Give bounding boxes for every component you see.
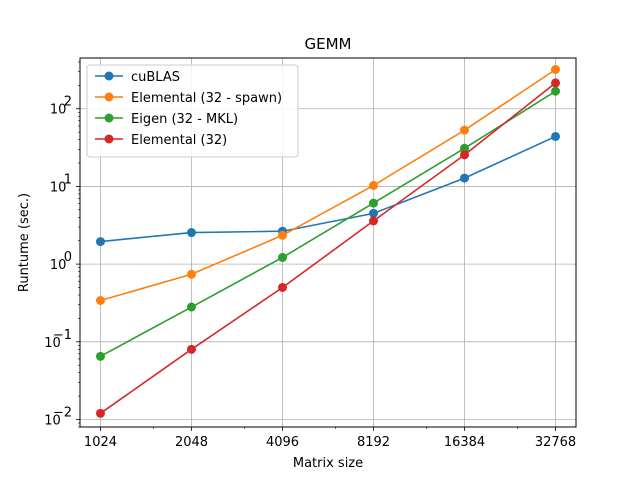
- y-tick-exponent: −2: [53, 405, 72, 420]
- y-tick-base: 10: [44, 413, 61, 428]
- y-tick-exponent: 0: [64, 250, 72, 265]
- x-tick-label: 8192: [357, 435, 390, 450]
- legend-label: Elemental (32 - spawn): [131, 91, 282, 106]
- y-tick-base: 10: [50, 180, 67, 195]
- data-point: [95, 296, 105, 306]
- legend-marker: [104, 134, 114, 144]
- legend-label: Eigen (32 - MKL): [131, 112, 238, 127]
- y-tick-exponent: −1: [53, 328, 72, 343]
- legend-marker: [104, 113, 114, 123]
- data-point: [277, 282, 287, 292]
- legend-marker: [104, 92, 114, 102]
- series-line: [100, 68, 556, 302]
- series-2: [95, 86, 561, 361]
- legend-item: Eigen (32 - MKL): [95, 112, 238, 127]
- data-point: [460, 173, 470, 183]
- data-point: [95, 237, 105, 247]
- plot-frame: [79, 57, 577, 428]
- y-tick-base: 10: [44, 336, 61, 351]
- legend: cuBLAS Elemental (32 - spawn) Eigen (32 - …: [86, 64, 299, 158]
- data-point: [460, 143, 470, 153]
- series-line: [100, 135, 556, 243]
- y-tick-label: −210: [44, 405, 72, 428]
- series-line: [100, 82, 557, 414]
- data-point: [460, 125, 470, 135]
- legend-item: Elemental (32 - spawn): [95, 91, 282, 106]
- series-group: [95, 65, 561, 418]
- y-tick-base: 10: [50, 103, 67, 118]
- chart-title: GEMM: [305, 35, 352, 53]
- y-tick-label: 110: [50, 172, 72, 195]
- data-point: [277, 230, 287, 240]
- x-tick-label: 16384: [444, 435, 485, 450]
- data-point: [186, 228, 196, 238]
- legend-label: Elemental (32): [131, 133, 227, 148]
- y-tick-label: 210: [50, 95, 72, 118]
- series-3: [95, 78, 561, 418]
- y-axis-title: Runtume (sec.): [17, 193, 32, 292]
- series-1: [95, 65, 561, 306]
- series-0: [95, 131, 561, 247]
- axis-ticks: 1024 2048 4096 8192 16384 32768−210−110010110…: [44, 61, 576, 450]
- x-tick-label: 1024: [84, 435, 117, 450]
- series-line: [100, 90, 556, 358]
- x-tick-label: 4096: [266, 435, 299, 450]
- data-point: [551, 86, 561, 96]
- data-point: [186, 269, 196, 279]
- legend-box: [86, 64, 299, 158]
- y-tick-label: 010: [50, 250, 72, 273]
- data-point: [551, 78, 561, 88]
- data-point: [186, 302, 196, 312]
- legend-marker: [104, 71, 114, 81]
- data-point: [369, 208, 379, 218]
- legend-label: cuBLAS: [131, 70, 180, 85]
- legend-item: Elemental (32): [95, 133, 227, 148]
- data-point: [369, 216, 379, 226]
- data-point: [369, 198, 379, 208]
- data-point: [186, 344, 196, 354]
- x-tick-label: 32768: [535, 435, 576, 450]
- data-point: [95, 351, 105, 361]
- x-axis-title: Matrix size: [293, 456, 363, 471]
- y-tick-label: −110: [44, 328, 72, 351]
- x-tick-label: 2048: [175, 435, 208, 450]
- y-tick-exponent: 2: [64, 95, 72, 110]
- y-tick-exponent: 1: [64, 172, 72, 187]
- data-point: [369, 180, 379, 190]
- data-point: [95, 408, 105, 418]
- data-point: [460, 150, 470, 160]
- legend-item: cuBLAS: [95, 70, 180, 85]
- y-tick-base: 10: [50, 258, 67, 273]
- data-point: [551, 65, 561, 75]
- data-point: [277, 252, 287, 262]
- data-point: [551, 131, 561, 141]
